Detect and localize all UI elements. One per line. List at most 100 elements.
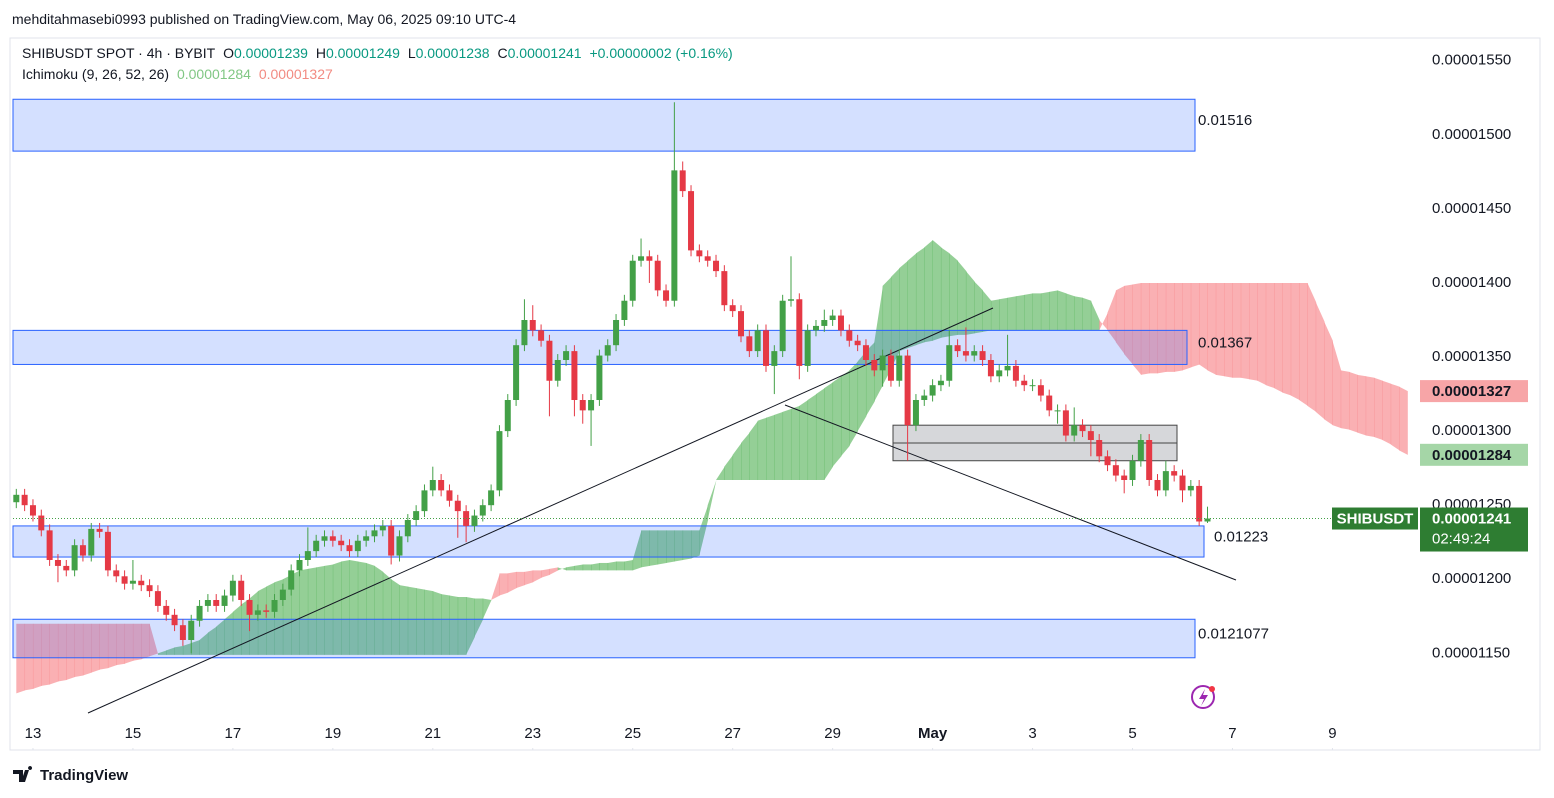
candle-body [996,370,1003,377]
candle-body [438,480,445,491]
candle-body [304,551,311,560]
candle-body [1129,460,1136,480]
cloud-segment [757,417,767,480]
legend-value: 0.00001239 [233,45,308,61]
tv-logo-mark [13,766,33,782]
candle-body [754,330,761,352]
cloud-segment [141,623,150,660]
candle-body [1029,385,1036,387]
chart-frame [9,37,1541,751]
candle-body [688,191,695,251]
candle-body [371,530,378,537]
cloud-segment [999,297,1008,331]
cloud-segment [1024,293,1033,331]
cloud-segment [1274,282,1283,393]
candle-body [421,490,428,512]
trendline [87,307,994,714]
alert-bolt[interactable] [1199,689,1208,706]
price-badge [1420,443,1528,466]
cloud-segment [1157,282,1167,374]
x-tick-label: May [918,725,948,742]
cloud-segment [924,240,933,343]
tv-logo [13,766,33,782]
alert-ring[interactable] [1191,685,1215,709]
candle-body [779,300,786,352]
candle-body [79,545,86,556]
cloud-segment [324,564,334,655]
candle-body [604,345,611,356]
candle-body [1096,440,1103,457]
x-tick-label: 17 [225,725,242,742]
candle-body [763,330,769,366]
cloud-segment [857,351,867,432]
cloud-segment [166,647,175,655]
countdown-label: 02:49:24 [1432,530,1490,547]
indicator-value: 0.00001284 [176,66,251,82]
cloud-segment [416,588,425,655]
cloud-segment [1290,282,1300,400]
ichimoku-cloud [16,240,1408,694]
candle-body [321,536,328,541]
candle-body [521,320,528,346]
candle-body [379,525,386,531]
candle-body [1079,425,1086,432]
cloud-segment [157,650,167,655]
candle-body [713,260,720,272]
candle-body [912,400,919,426]
cloud-segment [107,623,117,669]
y-tick-label: 0.00001350 [1432,348,1511,365]
candle-body [1104,456,1111,466]
cloud-segment [1032,293,1042,331]
candle-body [329,536,336,541]
candle-body [1121,475,1128,480]
price-badge-label: 0.00001327 [1432,383,1511,400]
cloud-segment [1357,374,1367,436]
cloud-segment [474,598,484,638]
cloud-segment [674,530,684,562]
candle-body [787,299,794,301]
candle-body [146,585,153,592]
candle-body [546,340,553,381]
legend-value: 0.00001238 [415,45,490,61]
cloud-segment [1332,340,1342,429]
candle-body [1046,395,1053,411]
cloud-segment [782,408,792,480]
cloud-segment [424,589,434,655]
cloud-segment [232,604,242,655]
alert-icon[interactable] [1191,685,1215,709]
candle-body [88,528,95,556]
candle-body [896,355,903,381]
candle-body [471,515,478,526]
cloud-segment [1215,282,1225,377]
cloud-segment [82,623,92,676]
cloud-segment [724,454,734,480]
candle-body [213,600,220,606]
candle-body [654,260,661,291]
cloud-segment [32,623,42,689]
candle-body [529,320,536,331]
alert-dot[interactable] [1209,686,1215,692]
cloud-segment [807,394,817,480]
cloud-segment [491,573,500,600]
zone [12,525,1205,558]
candle-body [987,360,994,377]
cloud-segment [1207,282,1217,375]
candle-body [921,395,928,400]
cloud-segment [574,564,584,571]
cloud-segment [516,571,525,589]
cloud-segment [624,560,634,571]
cloud-segment [91,623,100,673]
cloud-segment [1282,282,1292,396]
candle-body [129,580,136,584]
cloud-segment [1115,285,1125,355]
candle-body [1087,431,1094,440]
cloud-segment [341,560,350,655]
candle-body [871,360,878,371]
candle-body [396,536,403,556]
cloud-segment [1340,370,1350,430]
cloud-segment [391,579,400,655]
symbol-badge-label: SHIBUSDT [1337,510,1414,527]
cloud-segment [990,299,1000,331]
cloud-segment [357,561,367,655]
candle-body [254,610,261,615]
